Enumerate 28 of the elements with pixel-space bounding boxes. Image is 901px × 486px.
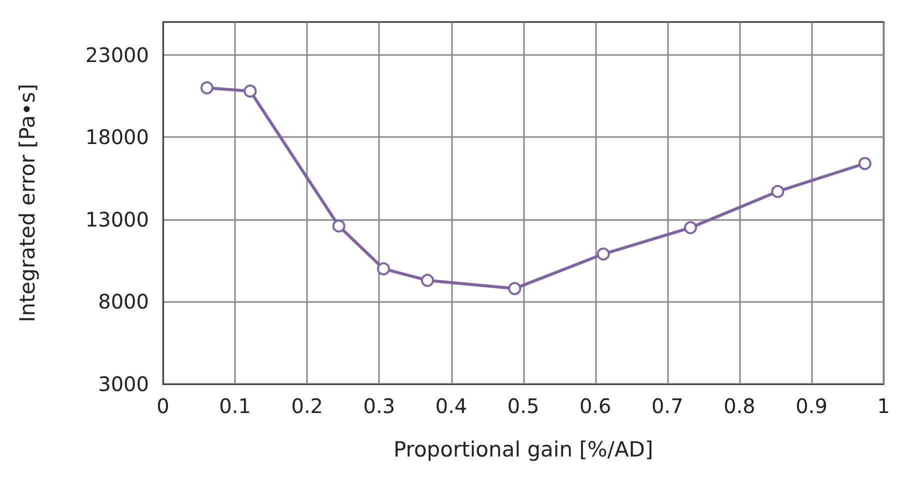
y-tick-label: 23000	[85, 42, 149, 67]
x-tick-label: 0.4	[435, 394, 468, 418]
point	[332, 220, 346, 233]
point	[684, 221, 698, 234]
x-tick-label: 0	[156, 394, 170, 418]
x-tick-label: 0.1	[219, 394, 251, 418]
x-tick-label: 0.5	[507, 394, 540, 418]
point	[420, 274, 434, 287]
x-tick-label: 1	[877, 394, 890, 418]
x-tick-label: 0.3	[363, 394, 396, 418]
point	[377, 262, 390, 276]
x-tick-label: 0.6	[579, 394, 612, 418]
x-tick-label: 0.2	[291, 394, 324, 418]
y-tick-label: 18000	[85, 125, 149, 150]
y-tick-label: 3000	[98, 372, 149, 396]
x-tick-label: 0.7	[652, 394, 684, 418]
y-tick-label: 8000	[98, 290, 149, 314]
y-axis-title: Integrated error [Pa•s]	[16, 84, 40, 322]
point	[596, 248, 610, 261]
point	[771, 184, 784, 198]
point	[858, 157, 872, 170]
point	[244, 84, 257, 98]
y-tick-label: 13000	[85, 207, 149, 232]
point	[200, 81, 214, 94]
x-tick-label: 0.8	[724, 394, 756, 418]
x-tick-label: 0.9	[796, 394, 828, 418]
x-axis-title: Proportional gain [%/AD]	[393, 438, 654, 462]
point	[508, 282, 522, 296]
